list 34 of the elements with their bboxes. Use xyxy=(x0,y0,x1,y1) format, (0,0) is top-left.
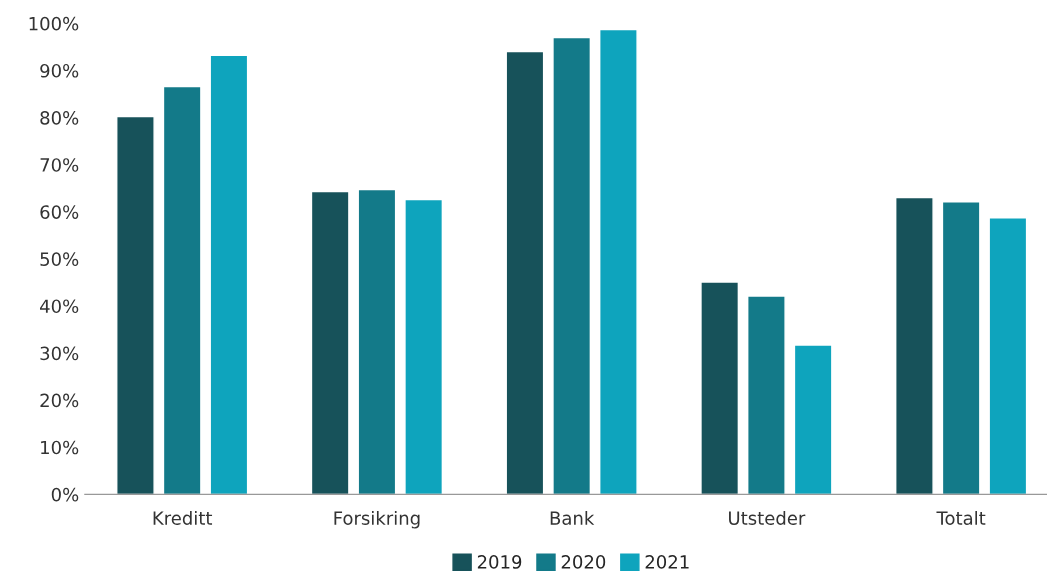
bar xyxy=(162,85,202,495)
bar xyxy=(209,54,249,495)
bar xyxy=(599,28,638,495)
y-tick-label: 60% xyxy=(40,205,79,219)
x-tick-label: Totalt xyxy=(936,510,986,525)
y-tick-label: 90% xyxy=(40,63,79,78)
x-tick-label: Utsteder xyxy=(729,510,806,525)
bar xyxy=(700,281,740,495)
bar xyxy=(552,36,592,495)
bar xyxy=(505,50,545,495)
legend-label: 2021 xyxy=(645,555,689,569)
x-tick-label: Bank xyxy=(550,510,595,525)
bar xyxy=(404,198,444,495)
legend-label: 2019 xyxy=(477,555,522,569)
y-tick-label: 0% xyxy=(51,487,79,502)
x-tick-label: Forsikring xyxy=(334,510,420,529)
legend-label: 2020 xyxy=(561,555,606,569)
y-tick-label: 30% xyxy=(40,346,79,361)
bar xyxy=(116,115,155,495)
bar xyxy=(747,295,786,495)
x-tick-label: Kreditt xyxy=(153,510,213,525)
y-tick-label: 10% xyxy=(41,440,79,455)
y-tick-label: 50% xyxy=(40,252,79,266)
bar xyxy=(793,344,833,495)
bar xyxy=(895,196,934,495)
bar xyxy=(357,188,397,495)
y-tick-label: 40% xyxy=(40,299,79,314)
y-tick-label: 20% xyxy=(40,393,79,408)
bar xyxy=(941,201,981,495)
y-tick-label: 80% xyxy=(40,111,79,125)
y-tick-label: 70% xyxy=(40,158,79,172)
bar xyxy=(310,190,350,495)
y-tick-label: 100% xyxy=(29,16,79,31)
bar xyxy=(988,217,1028,495)
